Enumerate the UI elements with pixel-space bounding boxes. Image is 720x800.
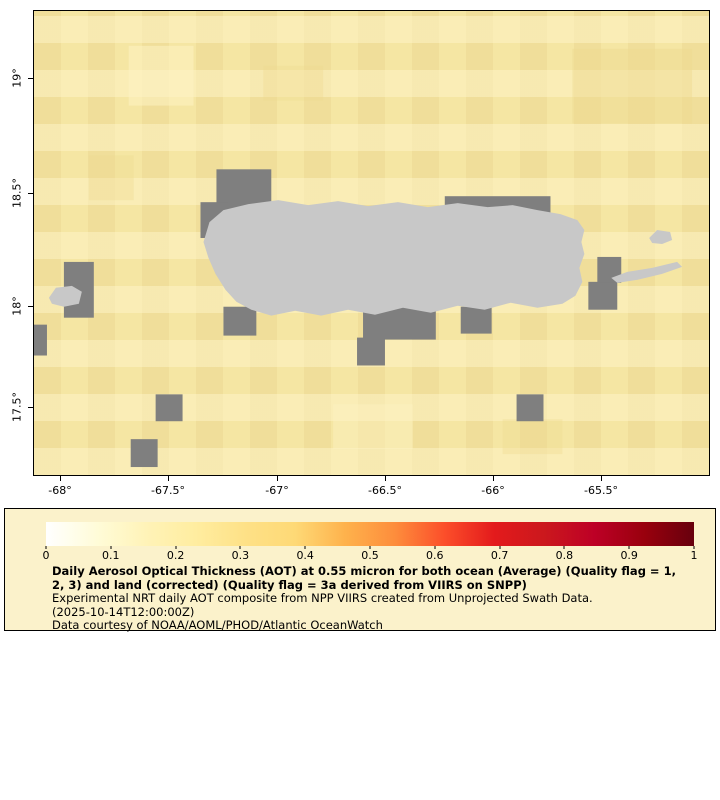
- puerto-rico-landmass: [203, 200, 585, 316]
- colorbar-tick-0-8: 0.8: [555, 549, 574, 562]
- legend-title-line2: 2, 3) and land (corrected) (Quality flag…: [52, 577, 527, 592]
- legend-credit: Data courtesy of NOAA/AOML/PHOD/Atlantic…: [52, 618, 383, 632]
- colorbar-tick-0-5: 0.5: [361, 549, 379, 562]
- colorbar-tick-0-9: 0.9: [620, 549, 638, 562]
- xaxis-label-67-5: -67.5°: [151, 484, 185, 497]
- colorbar-tickmark: [369, 546, 371, 549]
- colorbar-tickmark: [110, 546, 112, 549]
- aot-colorbar: [46, 522, 694, 546]
- yaxis-tick-18: [28, 306, 33, 307]
- map-graphic: [34, 45, 693, 468]
- yaxis-tick-17-5: [28, 407, 33, 408]
- landmasses: [48, 200, 683, 316]
- aot-mosaic-patches: [88, 45, 693, 455]
- colorbar-tickmark: [239, 546, 241, 549]
- xaxis-tick-66-5: [385, 476, 386, 481]
- colorbar-tickmark: [175, 546, 177, 549]
- colorbar-tick-0-7: 0.7: [490, 549, 509, 562]
- xaxis-label-66: -66°: [481, 484, 505, 497]
- yaxis-label-18: 18°: [10, 296, 24, 316]
- aot-map: [33, 10, 710, 476]
- culebra-island: [649, 230, 673, 244]
- colorbar-tick-0-1: 0.1: [102, 549, 120, 562]
- xaxis-label-65-5: -65.5°: [584, 484, 618, 497]
- xaxis-tick-66: [493, 476, 494, 481]
- legend-timestamp: (2025-10-14T12:00:00Z): [52, 604, 195, 619]
- xaxis-label-66-5: -66.5°: [368, 484, 402, 497]
- xaxis-label-68: -68°: [48, 484, 72, 497]
- yaxis-tick-18-5: [28, 193, 33, 194]
- colorbar-tick-1: 1: [690, 549, 698, 562]
- colorbar-tick-0-3: 0.3: [231, 549, 250, 562]
- xaxis-tick-65-5: [601, 476, 602, 481]
- colorbar-tickmark: [499, 546, 501, 549]
- colorbar-tickmark: [45, 546, 47, 549]
- colorbar-tick-0: 0: [42, 549, 50, 562]
- vieques-island: [611, 261, 683, 283]
- colorbar-tick-0-2: 0.2: [166, 549, 185, 562]
- legend-text-block: Daily Aerosol Optical Thickness (AOT) at…: [52, 564, 705, 633]
- colorbar-tickmark: [628, 546, 630, 549]
- xaxis-tick-68: [60, 476, 61, 481]
- legend-panel: 0 0.1 0.2 0.3 0.4 0.5 0.6 0.7 0.8 0.9 1 …: [4, 508, 716, 633]
- yaxis-label-18-5: 18.5°: [10, 178, 24, 208]
- xaxis-label-67: -67°: [265, 484, 289, 497]
- legend-title-line1: Daily Aerosol Optical Thickness (AOT) at…: [52, 564, 676, 578]
- xaxis-tick-67-5: [168, 476, 169, 481]
- colorbar-tick-0-4: 0.4: [296, 549, 314, 562]
- yaxis-label-17-5: 17.5°: [10, 392, 24, 422]
- colorbar-tickmark: [693, 546, 695, 549]
- colorbar-tickmark: [434, 546, 436, 549]
- yaxis-tick-19: [28, 78, 33, 79]
- colorbar-scale: 0 0.1 0.2 0.3 0.4 0.5 0.6 0.7 0.8 0.9 1: [42, 546, 698, 562]
- mona-island: [48, 285, 82, 307]
- colorbar-tickmark: [304, 546, 306, 549]
- colorbar-tick-0-6: 0.6: [426, 549, 444, 562]
- yaxis-label-19: 19°: [10, 68, 24, 88]
- legend-subtitle: Experimental NRT daily AOT composite fro…: [52, 591, 593, 605]
- colorbar-tickmark: [563, 546, 565, 549]
- xaxis-tick-67: [277, 476, 278, 481]
